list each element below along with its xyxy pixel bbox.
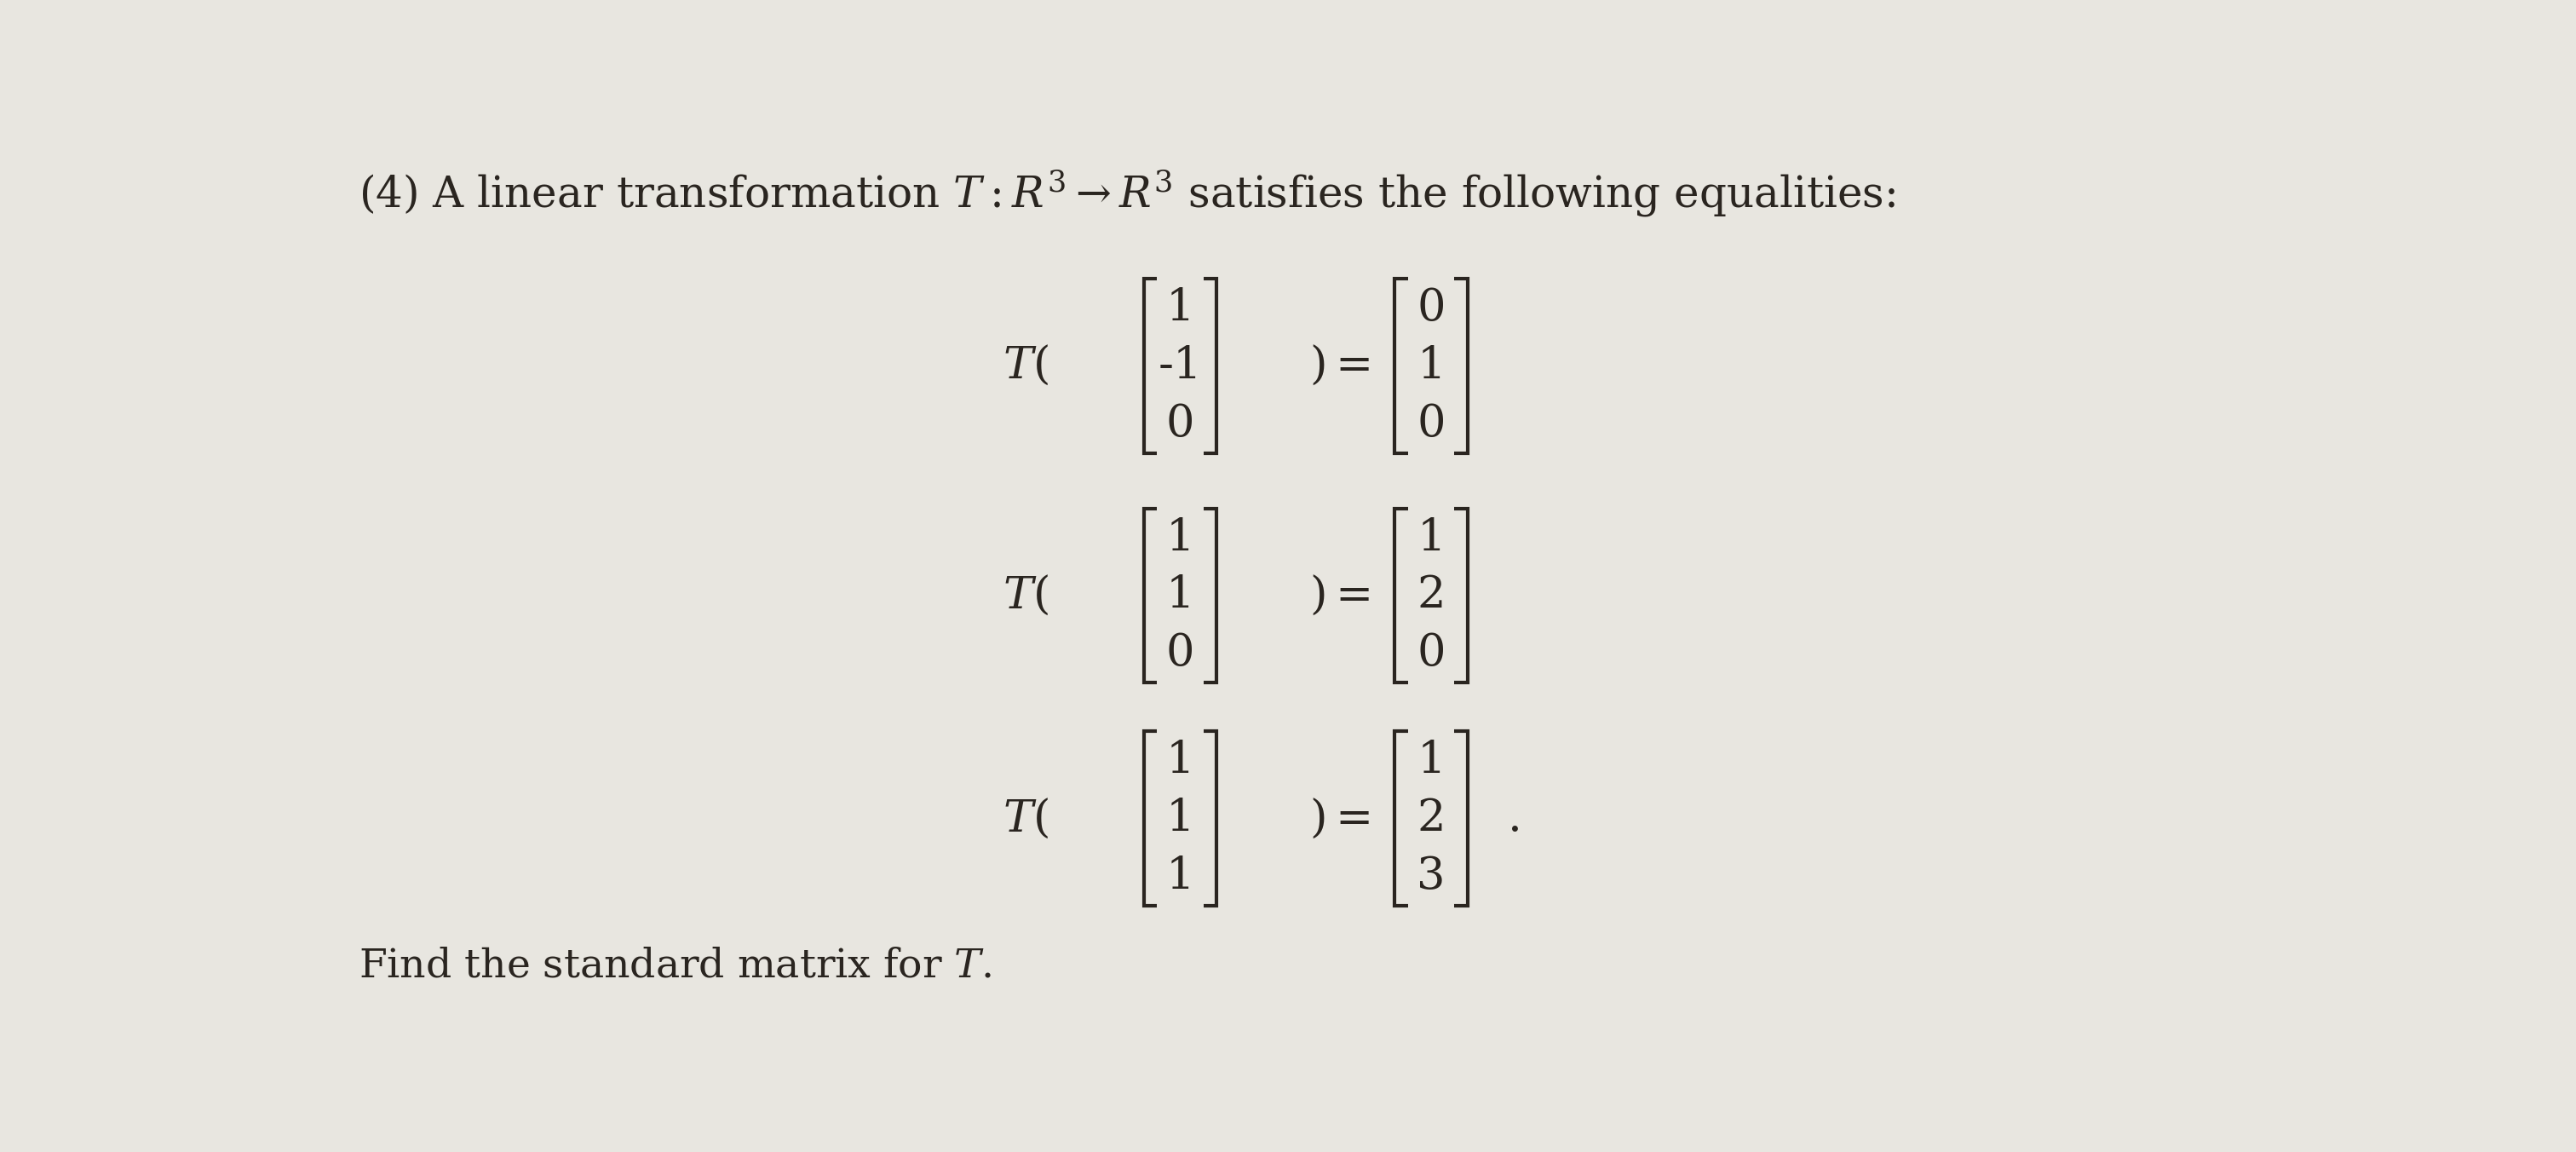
Text: 0: 0 <box>1417 402 1445 446</box>
Text: 1: 1 <box>1417 740 1445 782</box>
Text: 0: 0 <box>1167 631 1195 675</box>
Text: $T($: $T($ <box>1002 797 1048 841</box>
Text: $) =$: $) =$ <box>1309 797 1370 841</box>
Text: 2: 2 <box>1417 797 1445 840</box>
Text: 1: 1 <box>1417 344 1445 387</box>
Text: 1: 1 <box>1167 287 1195 329</box>
Text: $T($: $T($ <box>1002 344 1048 388</box>
Text: -1: -1 <box>1159 344 1203 387</box>
Text: 1: 1 <box>1167 574 1195 617</box>
Text: 1: 1 <box>1167 855 1195 899</box>
Text: 0: 0 <box>1417 287 1445 329</box>
Text: 1: 1 <box>1167 740 1195 782</box>
Text: $T($: $T($ <box>1002 574 1048 617</box>
Text: $.$: $.$ <box>1507 797 1520 840</box>
Text: $) =$: $) =$ <box>1309 574 1370 617</box>
Text: $) =$: $) =$ <box>1309 344 1370 388</box>
Text: 0: 0 <box>1167 402 1195 446</box>
Text: 1: 1 <box>1167 797 1195 840</box>
Text: 2: 2 <box>1417 574 1445 617</box>
Text: $(4)$ A linear transformation $T : R^3 \rightarrow R^3$ satisfies the following : $(4)$ A linear transformation $T : R^3 \… <box>358 168 1896 219</box>
Text: 1: 1 <box>1417 516 1445 560</box>
Text: 1: 1 <box>1167 516 1195 560</box>
Text: 3: 3 <box>1417 855 1445 899</box>
Text: 0: 0 <box>1417 631 1445 675</box>
Text: Find the standard matrix for $T$.: Find the standard matrix for $T$. <box>358 947 992 985</box>
